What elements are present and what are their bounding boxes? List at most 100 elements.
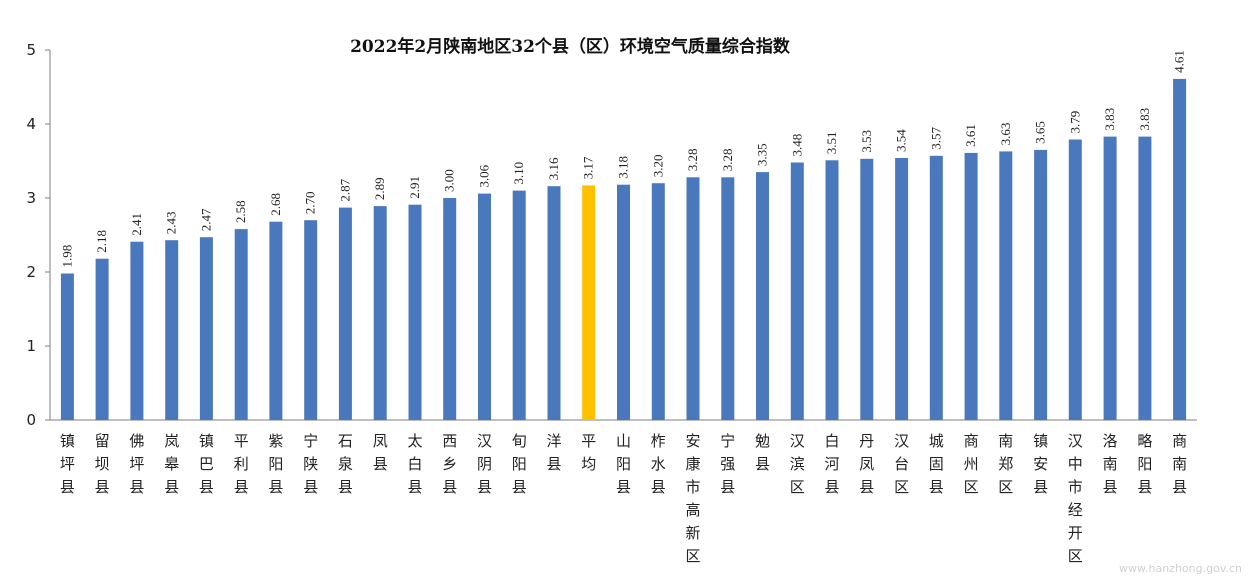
category-label: 南郑区 xyxy=(998,432,1013,496)
data-label: 3.18 xyxy=(616,156,631,179)
category-label: 柞水县 xyxy=(651,432,666,496)
bar xyxy=(199,237,213,420)
data-label: 3.53 xyxy=(859,130,874,153)
category-label: 平利县 xyxy=(234,432,249,496)
data-label: 3.35 xyxy=(755,143,770,166)
category-label: 岚皋县 xyxy=(164,432,179,496)
category-label: 旬阳县 xyxy=(512,432,527,496)
data-label: 3.61 xyxy=(963,124,978,147)
category-label: 商南县 xyxy=(1172,432,1187,496)
bar xyxy=(686,177,700,420)
category-label: 略阳县 xyxy=(1137,432,1152,496)
bar xyxy=(721,177,735,420)
category-label: 安康市高新区 xyxy=(685,432,700,565)
chart-title: 2022年2月陕南地区32个县（区）环境空气质量综合指数 xyxy=(350,36,791,57)
category-label: 汉中市经开区 xyxy=(1068,432,1083,565)
y-tick-label: 0 xyxy=(26,411,36,429)
category-label: 宁强县 xyxy=(720,432,735,496)
data-label: 3.79 xyxy=(1067,111,1082,134)
data-label: 2.58 xyxy=(233,200,248,223)
bar xyxy=(1034,149,1048,420)
data-labels: 1.98 2.18 2.41 2.43 2.47 2.58 2.68 2.70 2.87 2.89… xyxy=(59,50,1186,267)
data-label: 3.54 xyxy=(894,129,909,152)
bar xyxy=(964,152,978,420)
data-label: 4.61 xyxy=(1172,50,1187,73)
data-label: 2.68 xyxy=(268,193,283,216)
bar xyxy=(1173,78,1187,421)
category-label: 凤县 xyxy=(373,432,388,473)
data-label: 2.43 xyxy=(164,211,179,234)
bar xyxy=(929,155,943,421)
bar xyxy=(582,185,596,420)
category-label: 汉阴县 xyxy=(477,432,492,496)
category-label: 平均 xyxy=(581,432,596,473)
bar xyxy=(478,193,491,420)
category-label: 汉滨区 xyxy=(790,432,805,496)
bar xyxy=(651,183,665,420)
bar xyxy=(304,220,318,420)
data-label: 3.20 xyxy=(650,154,665,177)
bar xyxy=(825,160,839,421)
bar xyxy=(1068,139,1082,420)
category-label: 山阳县 xyxy=(616,432,631,496)
bar xyxy=(756,172,769,420)
category-label: 宁陕县 xyxy=(303,432,318,496)
bar xyxy=(443,198,457,420)
data-label: 3.65 xyxy=(1033,121,1048,144)
data-label: 3.57 xyxy=(928,127,943,150)
bar xyxy=(547,186,561,420)
y-tick-label: 3 xyxy=(26,189,36,207)
data-label: 3.28 xyxy=(685,149,700,172)
y-tick-label: 4 xyxy=(26,115,36,133)
data-label: 3.48 xyxy=(789,134,804,157)
category-label: 佛坪县 xyxy=(129,432,144,496)
bar xyxy=(408,204,422,420)
data-label: 3.28 xyxy=(720,149,735,172)
category-label: 太白县 xyxy=(407,432,422,496)
data-label: 2.89 xyxy=(372,177,387,200)
category-label: 丹凤县 xyxy=(859,432,874,496)
data-label: 2.47 xyxy=(198,208,213,231)
data-label: 3.51 xyxy=(824,132,839,155)
bar xyxy=(373,206,387,420)
category-label: 西乡县 xyxy=(442,432,457,496)
bar xyxy=(512,190,526,420)
data-label: 3.17 xyxy=(581,156,596,179)
data-label: 2.91 xyxy=(407,176,422,199)
category-label: 镇安县 xyxy=(1033,432,1048,496)
bar xyxy=(617,184,630,420)
category-label: 洛南县 xyxy=(1103,432,1118,496)
data-label: 3.83 xyxy=(1102,108,1117,131)
data-label: 3.63 xyxy=(998,123,1013,146)
category-label: 勉县 xyxy=(755,432,770,473)
bar xyxy=(1103,136,1117,420)
bar xyxy=(790,162,804,420)
category-label: 镇坪县 xyxy=(60,432,75,496)
bar xyxy=(234,229,248,420)
data-label: 3.16 xyxy=(546,157,561,180)
bar xyxy=(860,158,874,421)
data-label: 2.87 xyxy=(337,178,352,201)
y-tick-label: 1 xyxy=(26,337,36,355)
x-axis-categories: 镇坪县 留坝县 佛坪县 岚皋县 镇巴县 平利县 紫阳县 宁陕县 石泉县 凤县 太白县 西乡县 汉阴县 旬阳… xyxy=(60,432,1187,565)
bar xyxy=(999,151,1013,420)
bar xyxy=(60,273,74,420)
bar xyxy=(1138,136,1152,420)
category-label: 镇巴县 xyxy=(199,432,214,496)
data-label: 3.06 xyxy=(477,164,492,187)
bar xyxy=(269,221,283,420)
watermark: www.hanzhong.gov.cn xyxy=(1119,562,1242,575)
category-label: 商州区 xyxy=(964,432,979,496)
category-label: 汉台区 xyxy=(894,432,909,496)
category-label: 城固县 xyxy=(929,432,944,496)
data-label: 1.98 xyxy=(59,245,74,268)
bar xyxy=(165,240,179,420)
data-label: 2.18 xyxy=(94,230,109,253)
category-label: 紫阳县 xyxy=(268,432,283,496)
y-tick-label: 2 xyxy=(26,263,36,281)
bar xyxy=(130,241,144,420)
bar xyxy=(95,258,109,420)
data-label: 3.10 xyxy=(511,162,526,185)
data-label: 2.70 xyxy=(303,191,318,214)
